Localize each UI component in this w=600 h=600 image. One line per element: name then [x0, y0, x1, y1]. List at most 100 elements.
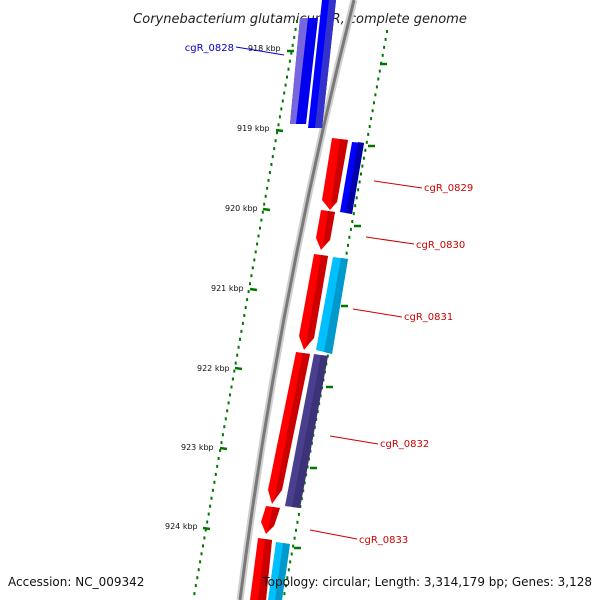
tick-dot — [375, 85, 378, 89]
tick-dot — [291, 43, 294, 47]
tick-dot — [386, 30, 388, 33]
tick-dot — [348, 235, 351, 239]
tick-dot — [287, 568, 290, 572]
tick-dot — [377, 77, 380, 81]
tick-dot — [234, 361, 237, 365]
gene-label-cgR_0831[interactable]: cgR_0831 — [404, 312, 453, 323]
tick-dot — [220, 441, 223, 445]
tick-dot — [306, 465, 309, 469]
tick-dot — [221, 433, 224, 437]
tick-dot — [296, 20, 298, 23]
tick-dot — [278, 115, 281, 119]
tick-dot — [214, 472, 217, 476]
tick-dot — [253, 258, 256, 262]
gene-label-cgR_0830[interactable]: cgR_0830 — [416, 240, 465, 251]
tick-dot — [361, 164, 364, 168]
tick-dot — [263, 202, 266, 206]
tick-dot — [374, 93, 377, 97]
tick-dot — [347, 243, 349, 247]
tick-dot — [360, 172, 362, 176]
tick-dot — [266, 186, 269, 190]
tick-dot — [281, 99, 284, 103]
tick-dot — [249, 282, 251, 286]
tick-dot — [277, 123, 280, 127]
tick-dot — [217, 457, 220, 460]
tick-dot — [384, 37, 387, 41]
tick-dot — [224, 417, 227, 421]
kbp-label: 921 kbp — [211, 284, 244, 293]
accession-text: Accession: NC_009342 — [8, 575, 144, 589]
tick-dot — [209, 504, 212, 508]
tick-dot — [293, 536, 296, 540]
tick-dot — [239, 337, 241, 341]
tick-dot — [206, 520, 209, 524]
tick-dot — [286, 75, 288, 79]
tick-dot — [240, 329, 243, 333]
gene-cgR_0828-cds[interactable] — [290, 18, 308, 124]
tick-dot — [367, 132, 370, 136]
tick-dot — [274, 139, 277, 143]
tick-dot — [270, 163, 273, 166]
tick-dot — [381, 53, 384, 57]
kbp-label: 922 kbp — [197, 364, 230, 373]
tick-dot — [284, 584, 287, 588]
tick-dot — [292, 544, 295, 548]
tick-dot — [283, 91, 286, 95]
tick-dot — [351, 220, 354, 223]
tick-dot — [231, 377, 234, 381]
tick-dot — [264, 194, 267, 198]
tick-dot — [349, 227, 352, 231]
tick-dot — [355, 196, 358, 200]
tick-dot — [233, 369, 236, 373]
tick-dot — [202, 544, 204, 548]
tick-dot — [213, 480, 216, 484]
tick-dot — [287, 67, 290, 71]
tick-dot — [256, 242, 259, 246]
tick-dot — [378, 69, 381, 73]
tick-dot — [251, 266, 254, 270]
tick-dot — [373, 101, 375, 105]
tick-dot — [200, 552, 203, 556]
tick-dot — [290, 51, 293, 55]
gene-label-cgR_0828[interactable]: cgR_0828 — [185, 43, 234, 54]
tick-dot — [357, 188, 360, 192]
kbp-ticks — [202, 49, 387, 550]
tick-dot — [257, 234, 260, 238]
gene-label-cgR_0833[interactable]: cgR_0833 — [359, 535, 408, 546]
tick-dot — [365, 140, 368, 144]
tick-dot — [193, 592, 196, 596]
tick-dot — [368, 125, 371, 128]
tick-dot — [237, 345, 240, 349]
tick-dot — [223, 425, 226, 429]
tick-dot — [229, 393, 231, 397]
gene-callouts: cgR_0828 cgR_0829 cgR_0830 cgR_0831 cgR_… — [185, 43, 474, 546]
tick-dot — [194, 584, 197, 588]
tick-dot — [226, 409, 229, 413]
tick-dot — [197, 568, 200, 572]
tick-dot — [210, 496, 213, 500]
tick-dot — [293, 35, 296, 39]
tick-dot — [196, 576, 199, 580]
tick-dot — [203, 536, 206, 540]
tick-dot — [345, 251, 348, 255]
tick-dot — [259, 226, 261, 230]
kbp-label: 923 kbp — [181, 443, 214, 452]
tick-dot — [371, 109, 374, 113]
tick-dot — [294, 27, 297, 31]
tick-dot — [216, 464, 219, 468]
tick-dot — [354, 204, 357, 208]
kbp-labels: 918 kbp 919 kbp 920 kbp 921 kbp 922 kbp … — [165, 44, 281, 531]
tick-dot — [260, 218, 263, 222]
gene-label-cgR_0829[interactable]: cgR_0829 — [424, 183, 473, 194]
tick-dot — [236, 353, 239, 357]
tick-dot — [302, 489, 305, 493]
tick-dot — [261, 210, 264, 214]
tick-dot — [303, 481, 306, 485]
gene-label-cgR_0832[interactable]: cgR_0832 — [380, 439, 429, 450]
tick-dot — [219, 449, 222, 452]
gene-features — [250, 0, 364, 600]
genome-backbone — [236, 0, 358, 600]
tick-dot — [271, 155, 274, 159]
tick-dot — [283, 592, 286, 596]
